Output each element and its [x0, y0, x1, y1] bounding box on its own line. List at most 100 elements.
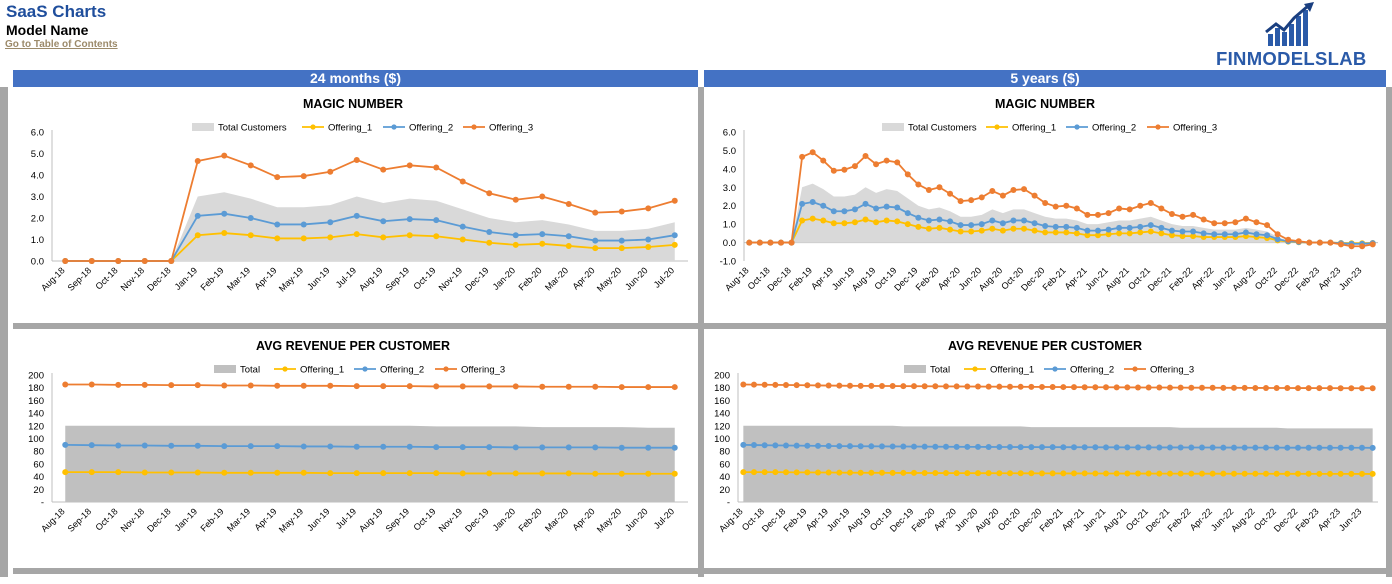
legend-label: Offering_2 [380, 365, 424, 376]
data-point-offering_2 [353, 443, 360, 450]
data-point-offering_3 [300, 173, 307, 180]
y-tick-label: 200 [714, 371, 730, 382]
data-point-offering_1 [274, 469, 281, 476]
data-point-offering_3 [836, 382, 843, 389]
data-point-offering_3 [618, 208, 625, 215]
data-point-offering_3 [1063, 202, 1070, 209]
data-point-offering_3 [1158, 205, 1165, 212]
data-point-offering_3 [1071, 384, 1077, 391]
x-tick-label: Jun-19 [305, 506, 332, 533]
data-point-offering_1 [1126, 230, 1133, 237]
data-point-offering_1 [141, 469, 148, 476]
x-tick-label: Sep-19 [384, 506, 412, 534]
legend-label: Offering_1 [1012, 123, 1056, 134]
x-tick-label: Feb-19 [198, 506, 225, 533]
legend-marker-offering_1 [972, 366, 978, 372]
data-point-offering_1 [1081, 470, 1088, 477]
data-point-offering_2 [1190, 228, 1197, 235]
data-point-offering_3 [247, 162, 254, 169]
data-point-offering_3 [459, 383, 466, 390]
data-point-offering_2 [1094, 227, 1101, 234]
data-point-offering_3 [788, 239, 795, 246]
data-point-offering_3 [327, 168, 334, 175]
y-tick-label: -1.0 [720, 257, 736, 268]
data-point-offering_3 [406, 162, 413, 169]
data-point-offering_3 [274, 174, 281, 181]
data-point-offering_1 [1263, 470, 1269, 477]
data-point-offering_2 [1348, 444, 1355, 451]
data-point-offering_3 [1167, 384, 1173, 391]
data-point-offering_3 [1177, 384, 1184, 391]
data-point-offering_2 [783, 442, 789, 449]
data-point-offering_1 [1135, 470, 1141, 477]
data-point-offering_1 [565, 470, 572, 477]
data-point-offering_3 [380, 383, 387, 390]
y-tick-label: 140 [28, 409, 44, 420]
x-tick-label: Jun-23 [1337, 265, 1364, 292]
data-point-offering_2 [1179, 228, 1186, 235]
data-point-offering_1 [1124, 470, 1131, 477]
legend-marker-offering_1 [994, 124, 1000, 130]
data-point-offering_1 [353, 470, 360, 477]
data-point-offering_2 [1105, 226, 1112, 233]
x-tick-label: Nov-19 [437, 506, 465, 534]
data-point-offering_1 [947, 226, 954, 233]
data-point-offering_1 [247, 232, 254, 239]
data-point-offering_2 [1167, 444, 1173, 451]
data-point-offering_2 [459, 444, 466, 451]
x-tick-label: Aug-19 [357, 265, 385, 293]
data-point-offering_2 [486, 444, 493, 451]
x-tick-label: Feb-20 [516, 506, 543, 533]
data-point-offering_3 [1285, 236, 1292, 243]
y-tick-label: 200 [28, 371, 44, 382]
data-point-offering_2 [820, 202, 827, 209]
data-point-offering_3 [62, 381, 69, 388]
x-tick-label: Feb-21 [1040, 265, 1067, 292]
x-tick-label: Dec-19 [463, 265, 491, 293]
data-point-offering_1 [1337, 470, 1344, 477]
data-point-offering_2 [879, 443, 885, 450]
data-point-offering_2 [936, 216, 943, 223]
data-point-offering_3 [925, 187, 932, 194]
data-point-offering_2 [883, 203, 890, 210]
data-point-offering_1 [645, 470, 652, 477]
toc-link[interactable]: Go to Table of Contents [5, 39, 118, 50]
y-tick-label: 0.0 [31, 257, 44, 268]
data-point-offering_2 [873, 205, 880, 212]
y-tick-label: 160 [714, 396, 730, 407]
data-point-offering_1 [406, 232, 413, 239]
data-point-offering_1 [1007, 470, 1013, 477]
data-point-offering_3 [1348, 385, 1355, 392]
data-point-offering_3 [671, 197, 678, 204]
data-point-offering_1 [1103, 470, 1109, 477]
y-tick-label: 1.0 [31, 235, 44, 246]
data-point-offering_2 [868, 443, 875, 450]
data-point-offering_3 [1156, 384, 1163, 391]
data-point-offering_2 [975, 443, 981, 450]
data-point-offering_1 [772, 469, 779, 476]
data-point-offering_1 [1167, 470, 1173, 477]
data-point-offering_3 [1126, 206, 1133, 213]
y-tick-label: 0.0 [723, 238, 736, 249]
y-tick-label: 40 [719, 472, 730, 483]
data-point-offering_1 [1190, 233, 1197, 240]
data-point-offering_2 [964, 443, 971, 450]
data-point-offering_2 [915, 214, 922, 221]
data-point-offering_2 [1242, 229, 1249, 236]
y-tick-label: 140 [714, 409, 730, 420]
data-point-offering_1 [645, 244, 652, 251]
data-point-offering_3 [883, 157, 890, 164]
data-point-offering_3 [1081, 384, 1088, 391]
data-point-offering_1 [1241, 470, 1248, 477]
x-tick-label: Oct-19 [411, 506, 437, 532]
legend-marker-offering_1 [310, 124, 316, 130]
data-point-offering_3 [1316, 239, 1323, 246]
x-tick-label: Jun-19 [305, 265, 332, 292]
data-point-offering_3 [1092, 384, 1099, 391]
data-point-offering_2 [194, 442, 201, 449]
data-point-offering_2 [799, 200, 806, 207]
model-name: Model Name [6, 22, 89, 38]
data-point-offering_3 [592, 383, 599, 390]
data-point-offering_2 [539, 444, 546, 451]
data-point-offering_1 [862, 216, 869, 223]
